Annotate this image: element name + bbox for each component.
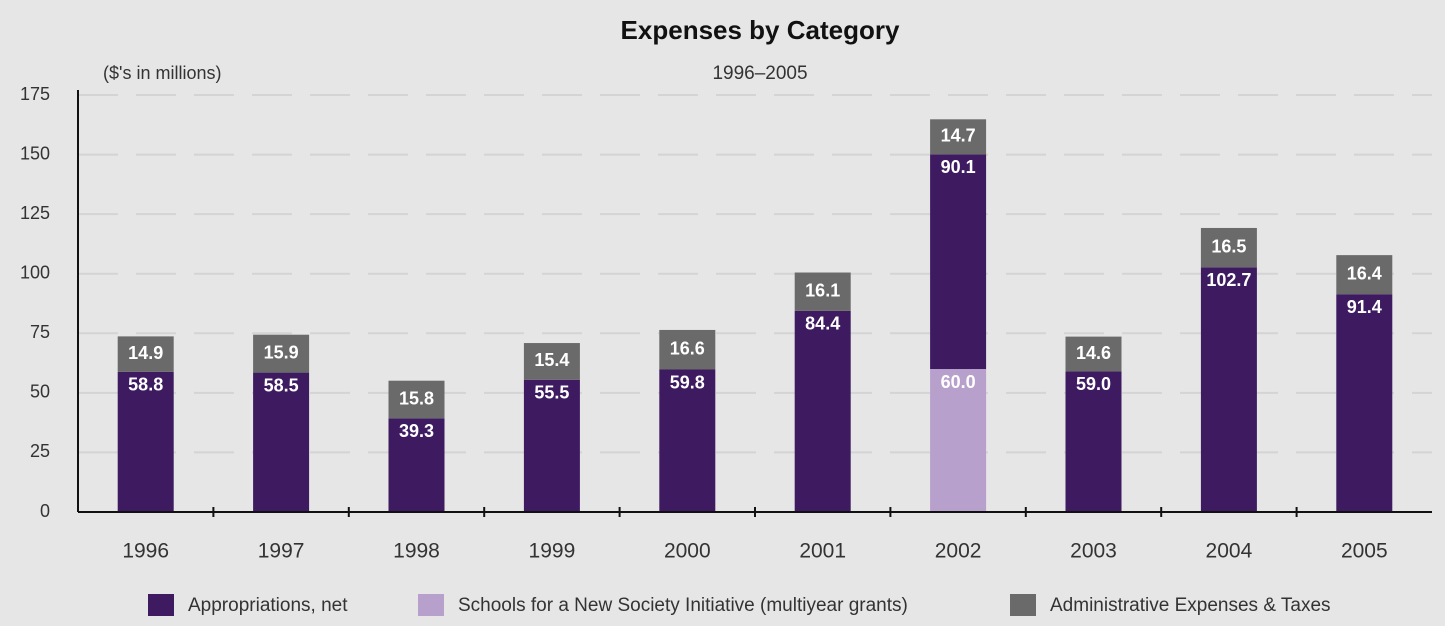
y-tick-label: 50 xyxy=(30,382,50,402)
bar-segment xyxy=(253,372,310,512)
legend-label: Schools for a New Society Initiative (mu… xyxy=(458,595,908,616)
x-tick-label: 2005 xyxy=(1341,540,1388,563)
bar-segment xyxy=(117,336,174,372)
y-tick-label: 175 xyxy=(20,84,50,104)
chart-subtitle: 1996–2005 xyxy=(712,63,807,84)
bar-segment xyxy=(388,418,445,512)
bar-segment xyxy=(1336,255,1393,295)
data-label: 14.7 xyxy=(941,126,976,146)
y-tick-label: 125 xyxy=(20,203,50,223)
data-label: 55.5 xyxy=(534,383,569,403)
bar-segment xyxy=(253,334,310,373)
y-tick-label: 0 xyxy=(40,501,50,521)
bar-segment xyxy=(659,369,716,512)
data-label: 16.5 xyxy=(1211,236,1246,256)
y-tick-label: 75 xyxy=(30,322,50,342)
bar-segment xyxy=(388,380,445,419)
bar-segment xyxy=(1200,267,1257,512)
data-label: 59.0 xyxy=(1076,374,1111,394)
x-tick-label: 2000 xyxy=(664,540,711,563)
bar-segment xyxy=(659,329,716,370)
bar-segment xyxy=(1200,227,1257,268)
x-tick-label: 2002 xyxy=(935,540,982,563)
data-label: 15.4 xyxy=(534,350,569,370)
data-label: 58.8 xyxy=(128,375,163,395)
y-axis-label: ($'s in millions) xyxy=(103,63,221,83)
legend-swatch xyxy=(1010,594,1036,616)
data-label: 58.5 xyxy=(264,375,299,395)
x-tick-label: 1999 xyxy=(529,540,576,563)
bar-segment xyxy=(1336,294,1393,512)
bar-segment xyxy=(523,343,580,380)
data-label: 102.7 xyxy=(1206,270,1251,290)
legend-label: Administrative Expenses & Taxes xyxy=(1050,595,1331,616)
data-label: 84.4 xyxy=(805,314,840,334)
bar-segment xyxy=(523,379,580,512)
data-label: 15.8 xyxy=(399,388,434,408)
x-tick-label: 2004 xyxy=(1206,540,1253,563)
x-tick-label: 1997 xyxy=(258,540,305,563)
bar-segment xyxy=(930,154,987,370)
bar-segment xyxy=(930,119,987,155)
data-label: 15.9 xyxy=(264,342,299,362)
bar-segment xyxy=(1065,336,1122,372)
legend-swatch xyxy=(418,594,444,616)
data-label: 16.1 xyxy=(805,280,840,300)
chart-title: Expenses by Category xyxy=(621,15,900,45)
data-label: 16.4 xyxy=(1347,263,1382,283)
data-label: 60.0 xyxy=(941,372,976,392)
x-tick-label: 1996 xyxy=(122,540,169,563)
y-tick-label: 100 xyxy=(20,262,50,282)
x-tick-label: 2003 xyxy=(1070,540,1117,563)
y-tick-label: 150 xyxy=(20,143,50,163)
legend-label: Appropriations, net xyxy=(188,595,348,616)
data-label: 14.6 xyxy=(1076,343,1111,363)
bar-segment xyxy=(930,369,987,512)
data-label: 16.6 xyxy=(670,338,705,358)
data-label: 59.8 xyxy=(670,372,705,392)
bar-segment xyxy=(1065,371,1122,512)
data-label: 39.3 xyxy=(399,421,434,441)
data-label: 91.4 xyxy=(1347,297,1382,317)
x-tick-label: 2001 xyxy=(799,540,846,563)
data-label: 90.1 xyxy=(941,157,976,177)
bar-segment xyxy=(117,371,174,512)
bar-segment xyxy=(794,310,851,512)
data-label: 14.9 xyxy=(128,343,163,363)
x-tick-label: 1998 xyxy=(393,540,440,563)
legend-swatch xyxy=(148,594,174,616)
bar-segment xyxy=(794,272,851,311)
y-tick-label: 25 xyxy=(30,441,50,461)
